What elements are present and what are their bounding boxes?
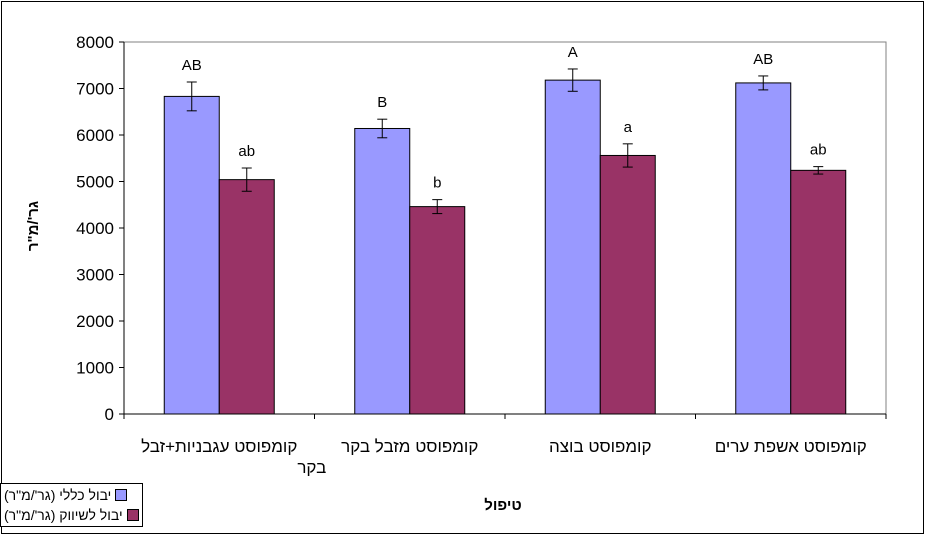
bar-marketable bbox=[409, 206, 466, 415]
y-tick-label: 0 bbox=[105, 405, 114, 424]
legend-label-marketable-yield: יבול לשיווק (גר'/מ"ר) bbox=[4, 507, 123, 523]
x-tick-label: קומפוסט בוצה bbox=[549, 437, 652, 456]
significance-label: A bbox=[568, 44, 578, 61]
y-tick-label: 3000 bbox=[76, 266, 114, 285]
legend-item-marketable-yield: יבול לשיווק (גר'/מ"ר) bbox=[4, 505, 139, 525]
bar-total bbox=[354, 127, 411, 415]
x-tick-label: קומפוסט מזבל בקר bbox=[341, 437, 478, 456]
x-axis-title: טיפול bbox=[484, 497, 521, 514]
significance-label: B bbox=[377, 94, 387, 111]
labels-layer: AB B A AB ab b a ab bbox=[182, 44, 827, 192]
significance-label: b bbox=[433, 175, 441, 192]
legend-swatch-total-yield bbox=[115, 489, 128, 501]
bar-marketable bbox=[599, 154, 656, 415]
significance-label: a bbox=[624, 119, 633, 136]
significance-label: AB bbox=[182, 57, 202, 74]
significance-label: AB bbox=[753, 51, 773, 68]
significance-label: ab bbox=[238, 143, 255, 160]
y-tick-label: 8000 bbox=[76, 33, 114, 52]
legend: יבול כללי (גר'/מ"ר) יבול לשיווק (גר'/מ"ר… bbox=[0, 483, 143, 527]
y-tick-label: 2000 bbox=[76, 312, 114, 331]
bar-marketable bbox=[790, 169, 847, 415]
x-tick-label: קומפוסט אשפת ערים bbox=[715, 437, 867, 456]
y-tick-label: 7000 bbox=[76, 80, 114, 99]
axes-layer: 0 1000 2000 3000 4000 5000 6000 7000 8000 קומפוסט… bbox=[76, 33, 887, 477]
bars-layer bbox=[163, 68, 847, 415]
bar-marketable bbox=[218, 179, 275, 415]
y-tick-label: 5000 bbox=[76, 173, 114, 192]
bar-total bbox=[735, 82, 792, 415]
legend-label-total-yield: יבול כללי (גר'/מ"ר) bbox=[4, 487, 112, 503]
significance-label: ab bbox=[810, 142, 827, 159]
legend-item-total-yield: יבול כללי (גר'/מ"ר) bbox=[4, 485, 139, 505]
x-tick-label: קומפוסט עגבניות+זבל bbox=[141, 437, 297, 456]
x-tick-label: בקר bbox=[297, 458, 326, 477]
y-axis-title: גר'/מ"ר bbox=[25, 201, 42, 251]
legend-swatch-marketable-yield bbox=[126, 509, 139, 521]
y-tick-label: 6000 bbox=[76, 126, 114, 145]
y-tick-label: 1000 bbox=[76, 359, 114, 378]
y-tick-label: 4000 bbox=[76, 219, 114, 238]
bar-total bbox=[163, 95, 220, 415]
bar-total bbox=[544, 79, 601, 415]
